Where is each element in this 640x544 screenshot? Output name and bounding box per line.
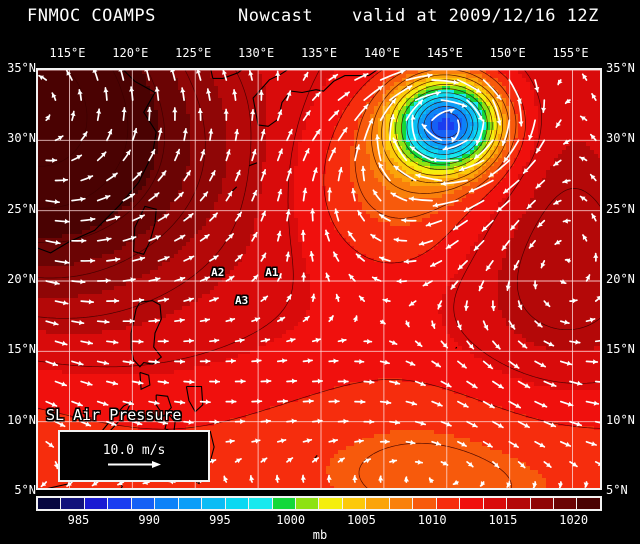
lon-tick-label: 135°E xyxy=(300,46,338,60)
isobar-contours xyxy=(38,70,600,488)
colorbar-tick-label: 1015 xyxy=(488,513,518,527)
lon-tick-label: 115°E xyxy=(49,46,86,60)
analysis-marker-a1[interactable]: A1 xyxy=(265,265,279,279)
colorbar-swatch[interactable] xyxy=(178,498,203,509)
colorbar-tick-label: 1000 xyxy=(276,513,306,527)
colorbar-tick-label: 990 xyxy=(138,513,161,527)
lat-tick-label: 35°N xyxy=(7,61,36,75)
colorbar-swatch[interactable] xyxy=(577,498,600,509)
field-label: SL Air Pressure xyxy=(46,406,182,424)
colorbar-swatch[interactable] xyxy=(483,498,508,509)
lon-tick-label: 130°E xyxy=(238,46,275,60)
map-plot-area[interactable]: SL Air Pressure 10.0 m/s A1 A2 A3 xyxy=(36,68,602,490)
colorbar-swatch[interactable] xyxy=(460,498,484,509)
colorbar-swatch[interactable] xyxy=(366,498,390,509)
lat-tick-label: 15°N xyxy=(606,342,635,357)
colorbar-swatch[interactable] xyxy=(38,498,62,509)
wind-vectors xyxy=(38,70,600,488)
lon-tick-label: 125°E xyxy=(175,46,212,60)
colorbar-swatch[interactable] xyxy=(249,498,273,509)
analysis-marker-a3[interactable]: A3 xyxy=(235,293,249,307)
lon-tick-label: 120°E xyxy=(112,46,149,60)
colorbar-tick-label: 995 xyxy=(209,513,231,527)
analysis-marker-a2[interactable]: A2 xyxy=(211,265,225,279)
lon-tick-label: 140°E xyxy=(363,46,400,60)
colorbar-swatch[interactable] xyxy=(61,498,85,509)
wind-legend-value: 10.0 m/s xyxy=(102,443,166,458)
title-valid-time: valid at 2009/12/16 12Z xyxy=(352,6,599,26)
lon-tick-label: 150°E xyxy=(489,46,526,60)
wind-vector-legend: 10.0 m/s xyxy=(58,430,210,482)
title-product-kind: Nowcast xyxy=(238,6,314,26)
lat-tick-label: 5°N xyxy=(14,483,36,497)
colorbar-swatch[interactable] xyxy=(436,498,461,509)
colorbar-swatch[interactable] xyxy=(272,498,296,509)
colorbar-swatch[interactable] xyxy=(225,498,250,509)
lat-tick-label: 15°N xyxy=(7,342,36,357)
colorbar-swatch[interactable] xyxy=(530,498,554,509)
lat-tick-label: 20°N xyxy=(606,272,635,286)
colorbar-swatch[interactable] xyxy=(319,498,343,509)
lon-tick-label: 145°E xyxy=(426,46,463,60)
colorbar-swatch[interactable] xyxy=(108,498,132,509)
lat-tick-label: 30°N xyxy=(7,131,36,146)
colorbar-unit-label: mb xyxy=(312,528,328,542)
lat-tick-label: 25°N xyxy=(7,201,36,216)
lat-tick-label: 25°N xyxy=(606,201,635,216)
colorbar-tick-label: 1010 xyxy=(417,513,447,527)
lat-tick-label: 10°N xyxy=(7,412,36,427)
colorbar-swatch[interactable] xyxy=(342,498,367,509)
colorbar-swatch[interactable] xyxy=(155,498,179,509)
map-canvas xyxy=(38,70,600,488)
lat-tick-label: 10°N xyxy=(606,412,635,427)
colorbar-swatch[interactable] xyxy=(507,498,531,509)
colorbar-swatch[interactable] xyxy=(295,498,320,509)
colorbar-swatch[interactable] xyxy=(84,498,109,509)
lat-tick-label: 30°N xyxy=(606,131,635,146)
colorbar-tick-label: 1020 xyxy=(559,513,589,527)
lat-tick-label: 35°N xyxy=(606,61,635,75)
colorbar-tick-label: 1005 xyxy=(346,513,376,527)
pressure-colorbar[interactable] xyxy=(36,496,602,511)
colorbar-tick-label: 985 xyxy=(67,513,90,527)
colorbar-swatch[interactable] xyxy=(553,498,578,509)
lat-tick-label: 5°N xyxy=(606,483,628,497)
arrow-right-icon xyxy=(108,461,161,468)
lon-tick-label: 155°E xyxy=(552,46,589,60)
colorbar-swatch[interactable] xyxy=(389,498,414,509)
colorbar-swatch[interactable] xyxy=(202,498,226,509)
colorbar-swatch[interactable] xyxy=(413,498,437,509)
title-model: FNMOC COAMPS xyxy=(27,6,156,26)
colorbar-swatch[interactable] xyxy=(131,498,156,509)
lat-tick-label: 20°N xyxy=(7,272,36,286)
